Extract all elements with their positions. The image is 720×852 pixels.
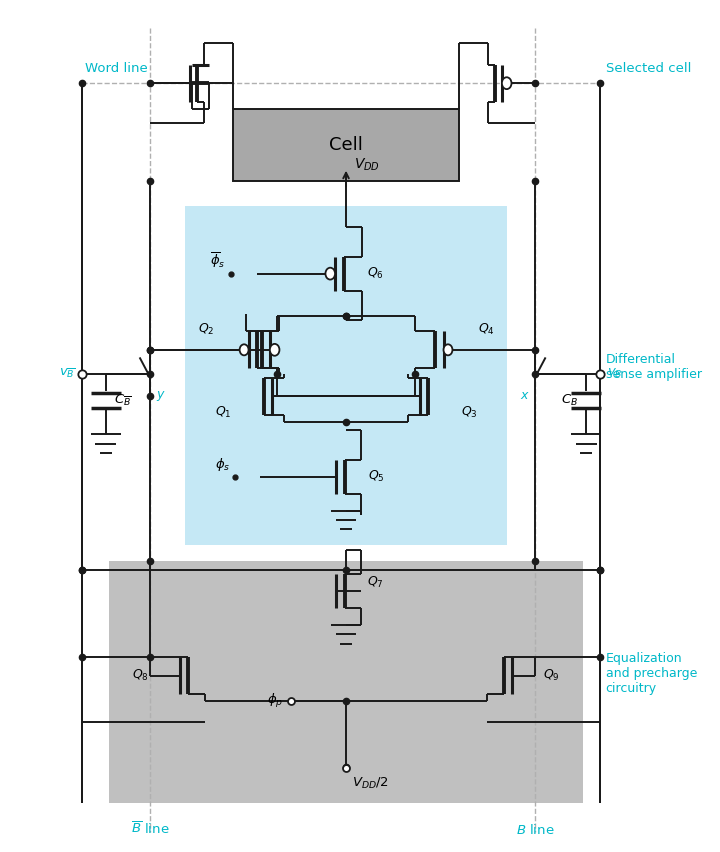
Text: $C_{\overline{B}}$: $C_{\overline{B}}$ — [114, 393, 132, 408]
Text: $B$ line: $B$ line — [516, 822, 554, 837]
Text: $V_{DD}/2$: $V_{DD}/2$ — [351, 775, 388, 791]
Text: $V_{DD}$: $V_{DD}$ — [354, 156, 380, 173]
Text: $y$: $y$ — [156, 389, 166, 403]
Text: $v_B$: $v_B$ — [607, 367, 623, 380]
Text: Selected cell: Selected cell — [606, 61, 691, 75]
Circle shape — [325, 268, 335, 279]
Text: $C_B$: $C_B$ — [561, 393, 578, 408]
Text: Differential
sense amplifier: Differential sense amplifier — [606, 353, 701, 381]
Circle shape — [502, 78, 511, 89]
Circle shape — [270, 344, 279, 356]
Text: Word line: Word line — [85, 61, 148, 75]
Text: $Q_6$: $Q_6$ — [366, 266, 384, 281]
Text: $\overline{\phi}_s$: $\overline{\phi}_s$ — [210, 250, 226, 270]
Text: $Q_8$: $Q_8$ — [132, 668, 149, 683]
Text: $Q_7$: $Q_7$ — [366, 575, 383, 590]
Text: Equalization
and precharge
circuitry: Equalization and precharge circuitry — [606, 652, 697, 695]
Text: $Q_5$: $Q_5$ — [368, 469, 384, 484]
Text: Cell: Cell — [329, 135, 363, 153]
Bar — [185, 206, 508, 544]
Text: $\phi_p$: $\phi_p$ — [266, 692, 283, 710]
Text: $Q_9$: $Q_9$ — [543, 668, 559, 683]
Bar — [109, 561, 583, 803]
Text: $Q_3$: $Q_3$ — [461, 405, 477, 420]
Circle shape — [444, 344, 452, 355]
Circle shape — [240, 344, 248, 355]
Text: $x$: $x$ — [520, 389, 529, 402]
Text: $\phi_s$: $\phi_s$ — [215, 457, 230, 474]
Text: $Q_4$: $Q_4$ — [478, 322, 495, 337]
Bar — [233, 108, 459, 181]
Text: $Q_1$: $Q_1$ — [215, 405, 231, 420]
Text: $v_{\overline{B}}$: $v_{\overline{B}}$ — [58, 366, 75, 380]
Text: $Q_2$: $Q_2$ — [198, 322, 215, 337]
Text: $\overline{B}$ line: $\overline{B}$ line — [131, 820, 170, 837]
